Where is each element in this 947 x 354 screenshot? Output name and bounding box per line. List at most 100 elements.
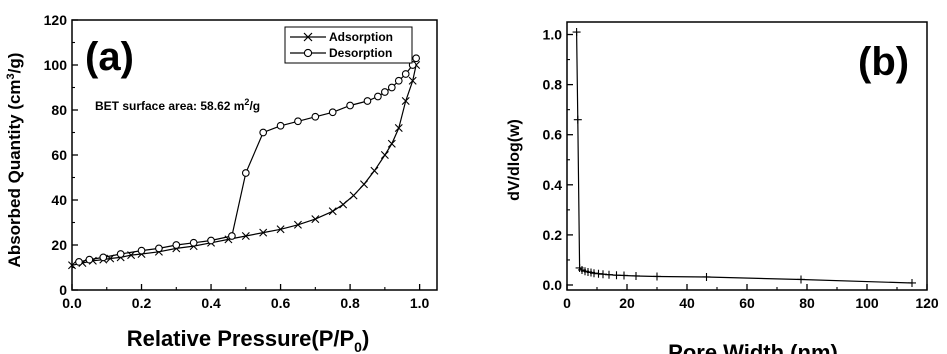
data-point-desorption bbox=[374, 92, 382, 101]
data-point-desorption bbox=[172, 241, 181, 249]
data-point-desorption bbox=[241, 169, 250, 177]
y-tick-label: 80 bbox=[51, 102, 67, 118]
data-point-desorption bbox=[412, 54, 420, 63]
y-tick-label: 0.4 bbox=[543, 177, 563, 193]
data-point-adsorption bbox=[360, 180, 368, 189]
data-point-adsorption bbox=[401, 97, 410, 105]
data-point-adsorption bbox=[408, 76, 417, 85]
panel-a-y-axis-label: Absorbed Quantity (cm3/g) bbox=[5, 53, 24, 268]
y-tick-label: 0 bbox=[59, 282, 67, 298]
data-point-desorption bbox=[381, 88, 389, 96]
data-point-desorption bbox=[294, 117, 302, 126]
data-point-adsorption bbox=[380, 151, 389, 159]
y-tick-label: 60 bbox=[51, 147, 67, 163]
data-point-desorption bbox=[401, 70, 410, 78]
data-point-desorption bbox=[387, 83, 396, 92]
panel-a-label: (a) bbox=[85, 35, 134, 79]
data-point-adsorption bbox=[328, 207, 337, 216]
x-tick-label: 60 bbox=[739, 295, 755, 311]
data-point-adsorption bbox=[293, 220, 302, 229]
series-line-desorption bbox=[78, 58, 417, 263]
x-tick-label: 0.4 bbox=[201, 295, 221, 311]
data-point bbox=[572, 28, 581, 37]
bet-annotation: BET surface area: 58.62 m2/g bbox=[95, 97, 260, 113]
x-tick-label: 40 bbox=[679, 295, 695, 311]
y-tick-label: 40 bbox=[51, 192, 67, 208]
x-tick-label: 0 bbox=[563, 295, 571, 311]
x-tick-label: 100 bbox=[855, 295, 879, 311]
data-point bbox=[612, 271, 621, 280]
x-tick-label: 0.8 bbox=[340, 295, 360, 311]
legend-entry-adsorption: Adsorption bbox=[290, 30, 393, 44]
x-tick-label: 20 bbox=[619, 295, 635, 311]
y-tick-label: 100 bbox=[44, 57, 68, 73]
data-point bbox=[702, 272, 711, 281]
data-point-desorption bbox=[99, 253, 108, 262]
panel-a: 0.0 0.2 0.4 0.6 0.8 1.0 0 20 40 60 80 100 120 (a) BE… bbox=[5, 12, 438, 354]
data-point bbox=[620, 271, 628, 280]
data-point-adsorption bbox=[349, 191, 358, 200]
data-point-adsorption bbox=[276, 225, 285, 234]
data-point-desorption bbox=[311, 112, 320, 121]
legend-box bbox=[284, 26, 413, 64]
panel-b-label: (b) bbox=[858, 40, 909, 84]
data-point-desorption bbox=[363, 97, 372, 105]
data-point-adsorption bbox=[259, 228, 268, 237]
y-tick-label: 0.6 bbox=[543, 127, 563, 143]
data-point-adsorption bbox=[241, 232, 250, 240]
data-point-desorption bbox=[394, 76, 403, 85]
x-tick-label: 120 bbox=[915, 295, 939, 311]
legend-entry-desorption: Desorption bbox=[290, 46, 392, 60]
y-tick-label: 0.0 bbox=[543, 277, 563, 293]
data-point-adsorption bbox=[370, 166, 379, 175]
data-point bbox=[573, 115, 582, 124]
panel-b-x-axis-label: Pore Width (nm) bbox=[668, 340, 838, 354]
y-tick-label: 0.2 bbox=[543, 227, 563, 243]
panel-b-y-axis-label: dV/dlog(w) bbox=[506, 119, 523, 201]
panel-b-marks bbox=[572, 28, 916, 287]
data-point-adsorption bbox=[394, 124, 403, 132]
data-point-desorption bbox=[346, 101, 354, 110]
x-tick-label: 1.0 bbox=[410, 295, 430, 311]
y-tick-label: 120 bbox=[44, 12, 68, 28]
legend-circle-marker bbox=[303, 48, 313, 58]
data-point bbox=[908, 278, 916, 287]
data-point-desorption bbox=[276, 121, 285, 130]
panel-a-frame bbox=[71, 19, 438, 291]
data-point bbox=[605, 270, 613, 279]
legend: Adsorption Desorption bbox=[284, 26, 413, 64]
data-point-desorption bbox=[137, 246, 146, 255]
data-point bbox=[653, 272, 661, 281]
panel-b: 0 20 40 60 80 100 120 0.0 0.2 0.4 0.6 0.8 1.0 (b) Po… bbox=[506, 21, 939, 354]
data-point-desorption bbox=[189, 238, 198, 247]
data-point bbox=[797, 275, 805, 284]
x-tick-label: 0.2 bbox=[132, 295, 152, 311]
data-point-desorption bbox=[259, 128, 268, 137]
legend-label-desorption: Desorption bbox=[329, 46, 392, 60]
x-tick-label: 80 bbox=[799, 295, 815, 311]
panel-b-ticks: 0 20 40 60 80 100 120 0.0 0.2 0.4 0.6 0.8 1.0 bbox=[543, 27, 939, 311]
data-point-desorption bbox=[207, 236, 215, 245]
data-point bbox=[632, 271, 640, 280]
x-tick-label: 0.6 bbox=[271, 295, 291, 311]
data-point-desorption bbox=[85, 255, 94, 264]
data-point-desorption bbox=[75, 258, 83, 266]
panel-b-frame bbox=[566, 21, 928, 291]
x-tick-label: 0.0 bbox=[62, 295, 82, 311]
data-point-desorption bbox=[155, 244, 163, 253]
data-point-desorption bbox=[116, 250, 125, 258]
legend-label-adsorption: Adsorption bbox=[329, 30, 393, 44]
legend-x-marker bbox=[303, 32, 313, 42]
data-point-desorption bbox=[328, 108, 337, 117]
panel-a-x-axis-label: Relative Pressure(P/P0) bbox=[127, 326, 370, 354]
data-point-desorption bbox=[228, 232, 236, 240]
series-line-adsorption bbox=[71, 64, 417, 266]
data-point-adsorption bbox=[387, 139, 396, 148]
y-tick-label: 20 bbox=[51, 237, 67, 253]
panel-a-marks bbox=[68, 54, 421, 270]
data-point-adsorption bbox=[339, 200, 348, 209]
y-tick-label: 0.8 bbox=[543, 77, 563, 93]
data-point-adsorption bbox=[311, 215, 320, 224]
y-tick-label: 1.0 bbox=[543, 27, 563, 43]
